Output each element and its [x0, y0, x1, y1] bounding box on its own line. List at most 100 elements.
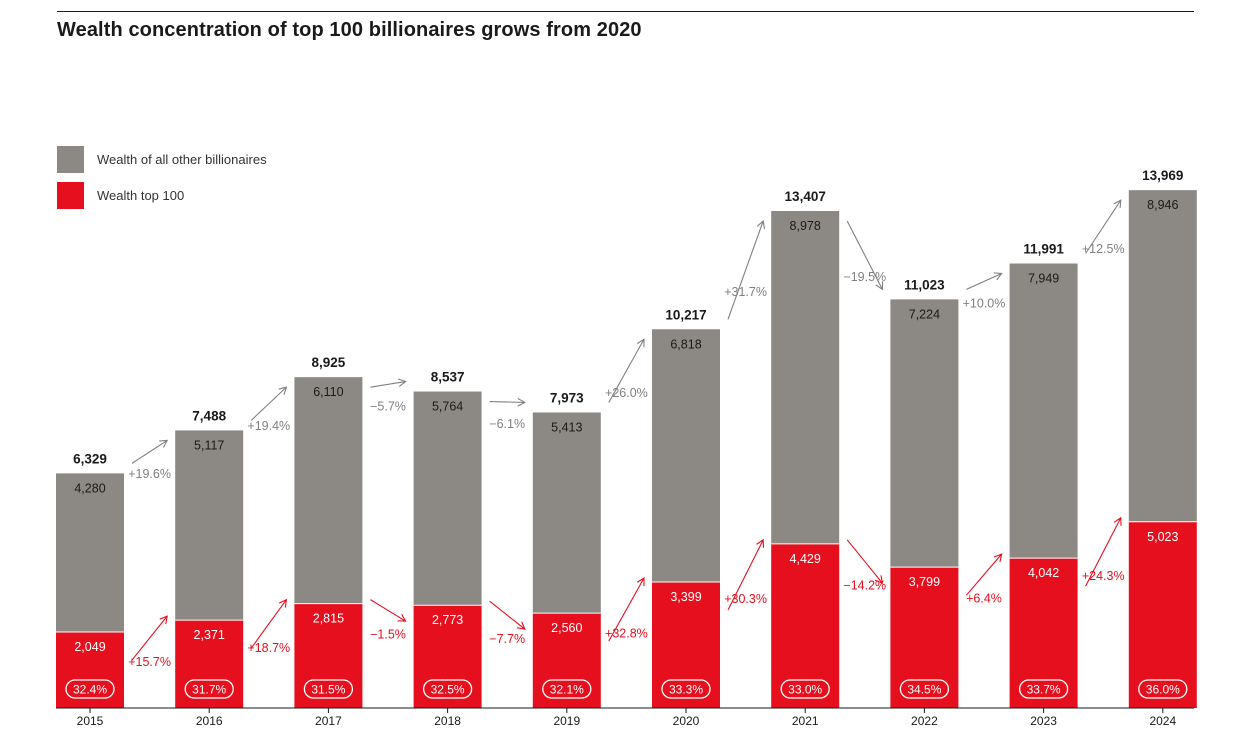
top100-value-label-2023: 4,042	[1028, 566, 1059, 580]
top100-change-arrow-6-head	[874, 575, 884, 585]
top100-value-label-2015: 2,049	[74, 640, 105, 654]
share-label-2022: 34.5%	[907, 683, 941, 697]
bar-others-2017	[294, 377, 363, 604]
share-pill-2018	[422, 679, 473, 699]
others-change-arrow-6-head	[875, 281, 884, 291]
others-change-arrow-3	[489, 400, 525, 403]
others-change-label-8: +12.5%	[1082, 242, 1125, 256]
top100-value-label-2016: 2,371	[194, 628, 225, 642]
legend-swatch-others	[57, 146, 84, 173]
others-change-arrow-3-head	[517, 397, 526, 407]
top100-value-label-2017: 2,815	[313, 612, 344, 626]
share-pill-2016	[184, 679, 234, 699]
top100-change-arrow-7-head	[993, 553, 1003, 563]
share-pill-2022	[899, 679, 950, 699]
others-change-arrow-5	[727, 220, 764, 320]
top100-value-label-2020: 3,399	[670, 590, 701, 604]
others-change-label-5: +31.7%	[724, 285, 767, 299]
others-change-arrow-7-head	[993, 272, 1003, 281]
total-label-2024: 13,969	[1142, 168, 1183, 183]
x-tick-label-2020: 2020	[673, 714, 700, 728]
top100-change-label-1: +18.7%	[247, 641, 290, 655]
share-label-2020: 33.3%	[669, 683, 703, 697]
share-pill-2021	[780, 679, 830, 699]
others-change-arrow-2-head	[397, 378, 407, 387]
bar-others-2019	[532, 412, 601, 614]
bar-others-2020	[652, 329, 720, 582]
share-label-2015: 32.4%	[73, 683, 107, 697]
share-pill-2019	[542, 679, 592, 699]
top100-change-arrow-0-head	[159, 615, 168, 625]
top100-change-arrow-7	[965, 553, 1003, 596]
others-change-arrow-5-head	[756, 219, 765, 229]
top100-value-label-2021: 4,429	[790, 552, 821, 566]
others-change-arrow-6	[846, 220, 883, 290]
others-value-label-2017: 6,110	[313, 385, 343, 399]
bar-others-2016	[175, 430, 244, 621]
x-tick-label-2023: 2023	[1030, 714, 1057, 728]
others-value-label-2021: 8,978	[790, 219, 821, 233]
others-change-label-1: +19.4%	[247, 419, 290, 433]
top100-value-label-2019: 2,560	[551, 621, 582, 635]
bar-top100-2023	[1009, 558, 1078, 708]
top100-change-label-2: −1.5%	[370, 627, 406, 641]
bar-others-2024	[1128, 190, 1197, 522]
top100-change-label-0: +15.7%	[128, 655, 171, 669]
others-change-label-6: −19.5%	[843, 270, 886, 284]
x-tick-label-2018: 2018	[434, 714, 461, 728]
top100-change-label-5: +30.3%	[724, 592, 767, 606]
total-label-2022: 11,023	[904, 277, 945, 292]
others-change-arrow-4-head	[636, 338, 645, 348]
bar-top100-2024	[1128, 521, 1197, 708]
top100-change-arrow-3	[489, 600, 526, 630]
x-tick-label-2019: 2019	[553, 714, 580, 728]
others-value-label-2018: 5,764	[432, 400, 463, 414]
others-value-label-2015: 4,280	[74, 481, 105, 495]
top100-change-arrow-4	[608, 577, 645, 642]
others-change-arrow-8-head	[1113, 199, 1122, 209]
bar-top100-2020	[652, 581, 720, 708]
share-pill-2024	[1138, 679, 1188, 699]
others-value-label-2016: 5,117	[194, 438, 224, 452]
top100-value-label-2022: 3,799	[909, 575, 940, 589]
share-pill-2017	[303, 679, 354, 699]
others-change-arrow-0-head	[159, 439, 169, 448]
share-label-2017: 31.5%	[311, 683, 345, 697]
top100-change-arrow-4-head	[636, 576, 645, 587]
share-label-2019: 32.1%	[550, 683, 584, 697]
bar-others-2023	[1009, 263, 1078, 559]
share-pill-2015	[65, 679, 115, 699]
share-label-2016: 31.7%	[192, 683, 226, 697]
others-value-label-2023: 7,949	[1028, 271, 1059, 285]
total-label-2018: 8,537	[431, 370, 465, 385]
total-label-2021: 13,407	[785, 189, 826, 204]
share-label-2024: 36.0%	[1146, 683, 1180, 697]
top100-change-arrow-3-head	[516, 621, 526, 630]
share-pill-2020	[661, 679, 711, 699]
bar-top100-2015	[56, 632, 124, 708]
top100-change-arrow-5-head	[756, 538, 765, 548]
others-value-label-2022: 7,224	[909, 307, 940, 321]
chart-title: Wealth concentration of top 100 billiona…	[57, 19, 642, 41]
legend-item-top100: Wealth top 100	[57, 182, 184, 209]
x-tick-label-2024: 2024	[1149, 714, 1176, 728]
top100-change-arrow-2-head	[397, 613, 407, 622]
top-rule	[57, 11, 1194, 12]
top100-change-arrow-0	[131, 615, 168, 661]
top100-change-arrow-2	[370, 599, 406, 622]
others-value-label-2024: 8,946	[1147, 198, 1178, 212]
total-label-2020: 10,217	[665, 307, 706, 322]
share-pill-2023	[1018, 679, 1069, 699]
others-change-arrow-0	[131, 439, 168, 464]
top100-change-label-4: +32.8%	[605, 627, 648, 641]
others-change-label-0: +19.6%	[128, 467, 171, 481]
legend-label-others: Wealth of all other billionaires	[97, 152, 267, 167]
others-change-label-2: −5.7%	[370, 399, 406, 413]
others-change-arrow-4	[608, 338, 645, 403]
others-value-label-2019: 5,413	[551, 420, 582, 434]
total-label-2023: 11,991	[1023, 241, 1064, 256]
top100-change-arrow-1	[250, 599, 287, 649]
others-change-label-4: +26.0%	[605, 386, 648, 400]
top100-change-label-7: +6.4%	[966, 592, 1002, 606]
total-label-2016: 7,488	[192, 408, 226, 423]
